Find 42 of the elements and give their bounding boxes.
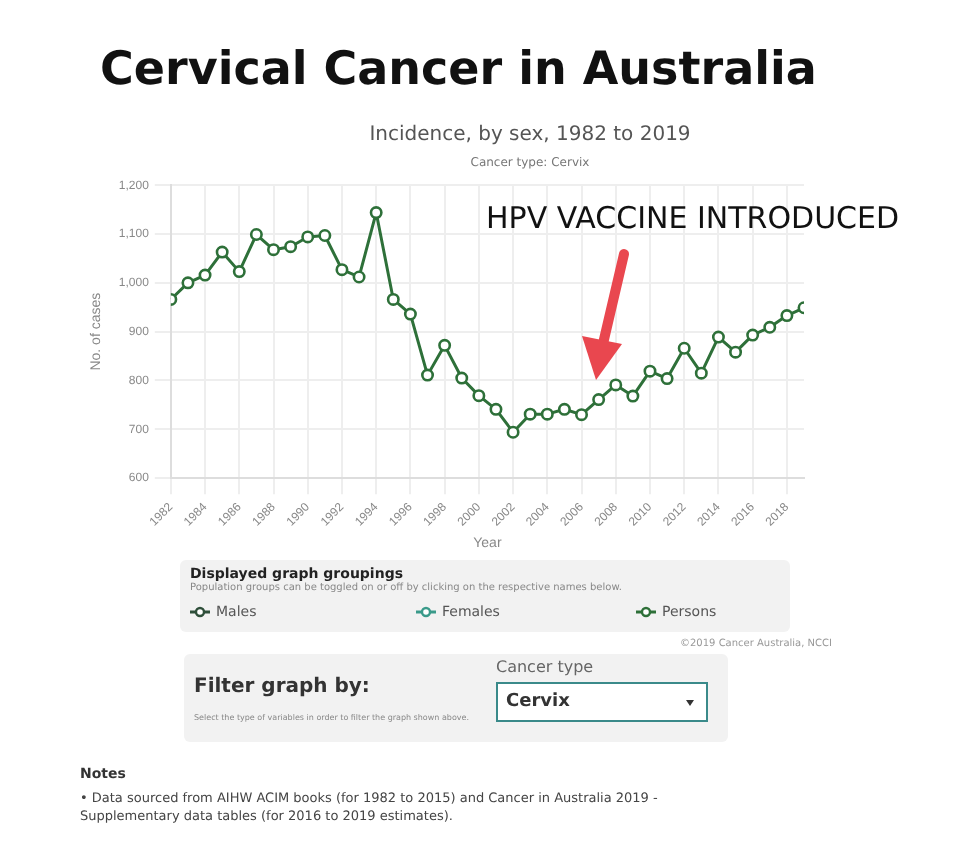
point — [267, 243, 281, 257]
text: Cervix — [506, 692, 570, 712]
point — [249, 228, 263, 242]
text: Cancer type — [496, 658, 594, 676]
point — [181, 276, 195, 290]
point — [403, 307, 417, 321]
point — [711, 330, 725, 344]
point — [421, 368, 435, 382]
point — [592, 393, 606, 407]
point — [643, 364, 657, 378]
point — [301, 230, 315, 244]
point — [438, 338, 452, 352]
point — [369, 206, 383, 220]
point — [198, 268, 212, 282]
point — [284, 240, 298, 254]
point — [455, 371, 469, 385]
point — [677, 341, 691, 355]
point — [523, 407, 537, 421]
point — [489, 402, 503, 416]
point — [746, 328, 760, 342]
point — [318, 228, 332, 242]
point — [609, 378, 623, 392]
point — [557, 402, 571, 416]
point — [694, 366, 708, 380]
point — [232, 265, 246, 279]
point — [763, 320, 777, 334]
text: Filter graph by: — [194, 676, 370, 698]
point — [335, 263, 349, 277]
point — [506, 425, 520, 439]
annotation: HPV VACCINE INTRODUCED — [486, 200, 900, 236]
point — [660, 372, 674, 386]
point — [472, 389, 486, 403]
point — [729, 345, 743, 359]
point — [626, 389, 640, 403]
point — [780, 309, 794, 323]
point — [540, 407, 554, 421]
chart-subtitle: Incidence, by sex, 1982 to 2019 — [367, 124, 693, 146]
point — [352, 270, 366, 284]
point — [575, 408, 589, 422]
point — [215, 245, 229, 259]
point — [386, 292, 400, 306]
chart-title: Cervical Cancer in Australia — [100, 44, 817, 96]
